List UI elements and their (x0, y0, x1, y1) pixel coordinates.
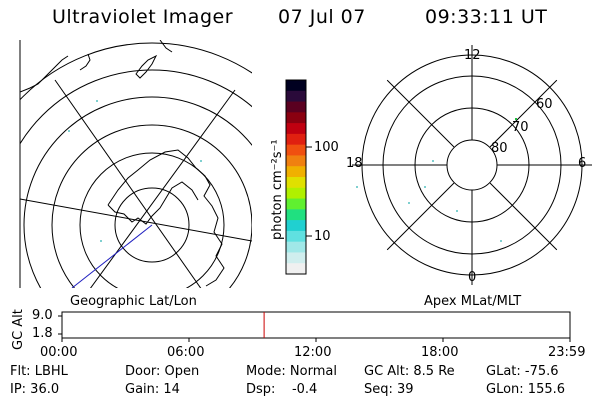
app-title: Ultraviolet Imager (52, 6, 234, 28)
colorbar-segment (286, 155, 306, 167)
colorbar-segment (286, 198, 306, 210)
colorbar-segment (286, 252, 306, 264)
polar-dot-green (515, 118, 517, 120)
coastline-oceania (20, 40, 173, 93)
date-label: 07 Jul 07 (278, 6, 366, 28)
mlt-label-0: 0 (468, 270, 477, 285)
geographic-map (20, 40, 252, 288)
colorbar-segment (286, 90, 306, 103)
lat-circle (51, 124, 252, 288)
colorbar-segment (286, 123, 306, 135)
colorbar-label: photon cm⁻²s⁻¹ (270, 139, 285, 240)
colorbar (286, 80, 306, 275)
meridian-line (20, 198, 252, 242)
altitude-plot-frame (61, 311, 571, 339)
lat-label-70: 70 (512, 120, 529, 135)
xtick-2359: 23:59 (548, 345, 586, 360)
colorbar-segment (286, 187, 306, 200)
mlt-label-12: 12 (464, 48, 481, 63)
mlt-label-6: 6 (578, 156, 587, 171)
field-line (71, 224, 153, 288)
mlt-label-18: 18 (346, 156, 363, 171)
colorbar-segment (286, 166, 306, 178)
colorbar-segment (286, 144, 306, 157)
colorbar-segment (286, 263, 306, 275)
lat-circle (20, 69, 252, 145)
altitude-ytick-1-8: 1.8 (32, 326, 53, 341)
xtick-0000: 00:00 (40, 345, 78, 360)
lat-label-80: 80 (491, 141, 508, 156)
info-mode: Mode: Normal (246, 364, 337, 379)
colorbar-segment (286, 209, 306, 221)
altitude-ylabel: GC Alt (11, 309, 26, 350)
info-glat: GLat: -75.6 (486, 364, 559, 379)
info-gain: Gain: 14 (125, 382, 180, 397)
right-panel-label: Apex MLat/MLT (424, 294, 522, 309)
colorbar-segment (286, 80, 306, 92)
meridian-line (90, 89, 236, 288)
info-dsp: Dsp: -0.4 (246, 382, 318, 397)
colorbar-frame (285, 79, 307, 275)
altitude-ticks (58, 315, 571, 342)
lat-label-60: 60 (536, 97, 553, 112)
xtick-0600: 06:00 (167, 345, 205, 360)
info-ip: IP: 36.0 (10, 382, 60, 397)
info-seq: Seq: 39 (364, 382, 414, 397)
lat-circle (20, 42, 252, 101)
lat-circle (23, 96, 252, 288)
time-label: 09:33:11 UT (425, 6, 548, 28)
colorbar-tick-10: 10 (314, 229, 331, 244)
lat-circle (79, 152, 225, 288)
colorbar-segment (286, 133, 306, 146)
lat-circle (114, 187, 190, 263)
colorbar-segment (286, 101, 306, 113)
xtick-1800: 18:00 (421, 345, 459, 360)
colorbar-segment (286, 230, 306, 243)
altitude-ytick-9: 9.0 (32, 308, 53, 323)
polar-plot (352, 45, 592, 285)
meridian-line (54, 79, 202, 288)
info-filter: Flt: LBHL (10, 364, 68, 379)
info-glon: GLon: 155.6 (486, 382, 566, 397)
coastline-antarctica (107, 149, 225, 287)
info-gc-alt: GC Alt: 8.5 Re (364, 364, 455, 379)
info-door: Door: Open (125, 364, 200, 379)
left-panel-label: Geographic Lat/Lon (70, 294, 197, 309)
colorbar-segment (286, 241, 306, 254)
colorbar-segment (286, 177, 306, 189)
colorbar-segment (286, 220, 306, 232)
polar-dots (356, 160, 502, 242)
colorbar-segment (286, 112, 306, 124)
xtick-1200: 12:00 (294, 345, 332, 360)
colorbar-tick-100: 100 (314, 140, 339, 155)
